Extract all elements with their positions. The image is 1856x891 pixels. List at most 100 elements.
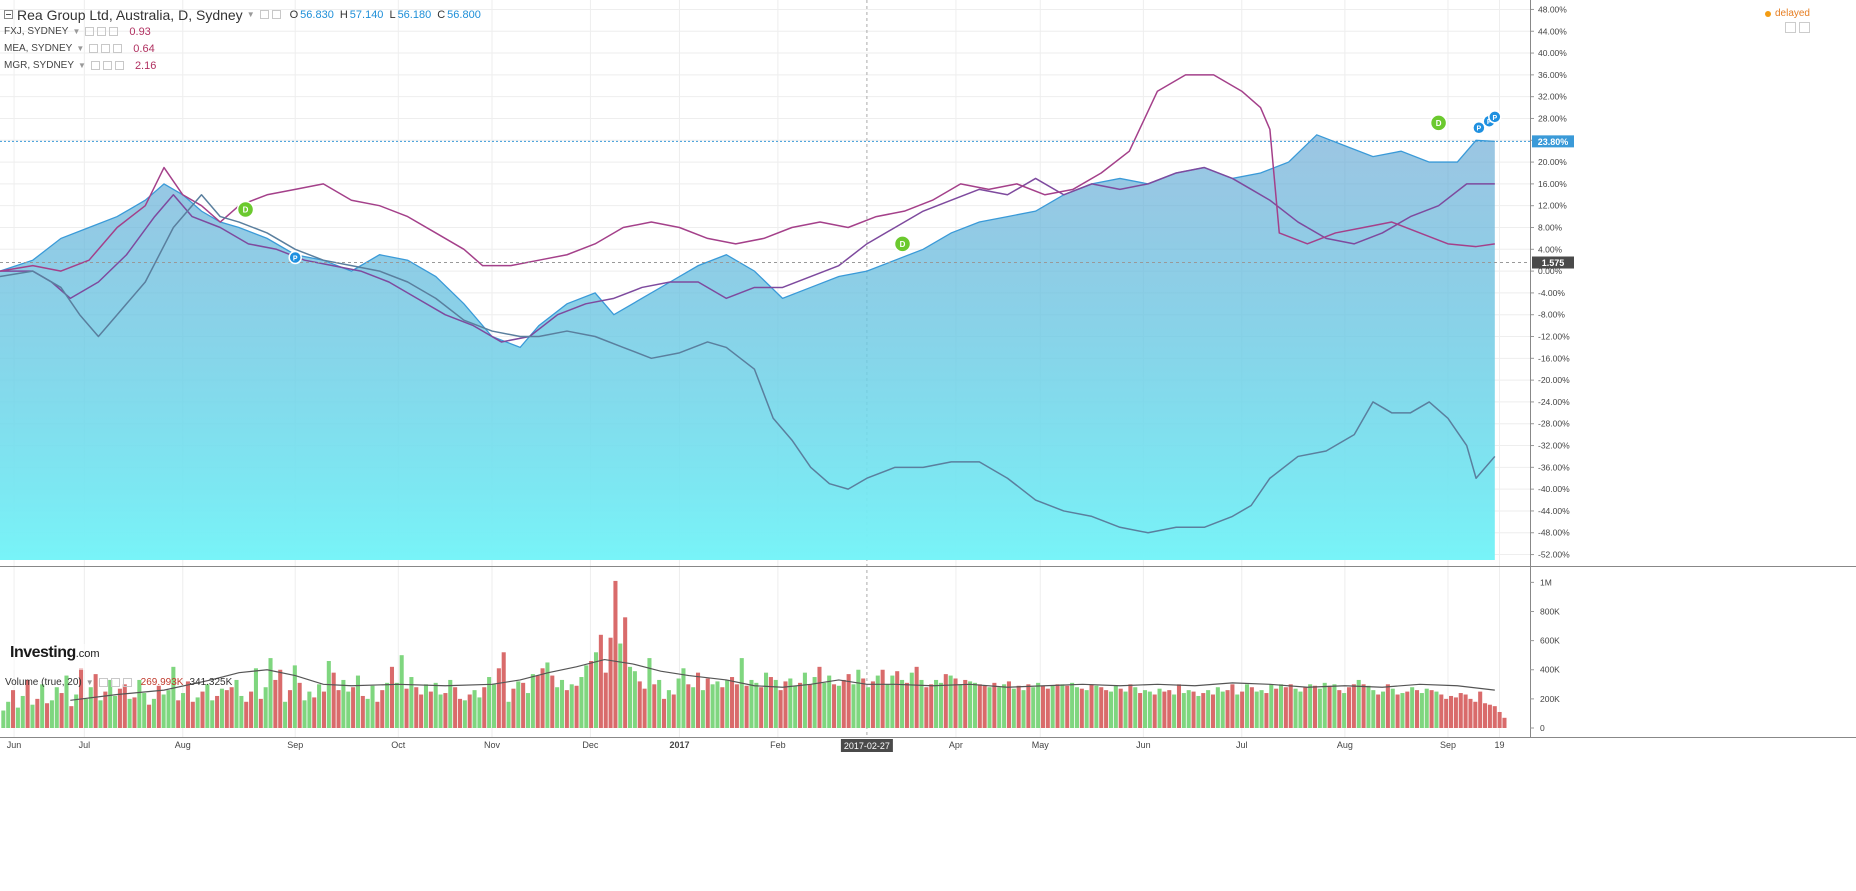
volume-bar <box>45 703 50 728</box>
high-label: H <box>339 8 348 21</box>
volume-bar <box>1225 690 1230 728</box>
y-tick-label: 8.00% <box>1538 222 1563 232</box>
volume-bar <box>1045 688 1050 728</box>
volume-bar <box>1410 687 1415 728</box>
volume-bar <box>1376 694 1381 728</box>
chevron-down-icon[interactable]: ▼ <box>78 61 86 70</box>
volume-bar <box>1463 694 1468 728</box>
marker-label: P <box>293 255 298 262</box>
volume-bar <box>530 674 535 728</box>
volume-bar <box>963 679 968 728</box>
volume-bar <box>93 674 98 728</box>
x-tick-label: 19 <box>1494 740 1504 750</box>
volume-bar <box>676 678 681 728</box>
volume-bar <box>409 677 414 728</box>
volume-bar <box>380 690 385 728</box>
volume-bar <box>1390 688 1395 728</box>
close-icon[interactable] <box>122 678 132 687</box>
chevron-down-icon[interactable]: ▼ <box>72 27 81 36</box>
hide-icon[interactable] <box>89 44 99 53</box>
hide-icon[interactable] <box>90 61 100 70</box>
volume-bar <box>569 684 574 728</box>
volume-bar <box>1011 688 1016 728</box>
dividend-marker[interactable]: D <box>893 235 912 253</box>
volume-bar <box>385 682 390 728</box>
volume-bar <box>1405 691 1410 728</box>
volume-bar <box>880 669 885 728</box>
delayed-status: delayed <box>1764 8 1810 19</box>
volume-bar <box>1074 687 1079 728</box>
settings-icon[interactable] <box>110 678 120 687</box>
profit-marker[interactable]: P <box>288 250 302 265</box>
hide-icon[interactable] <box>85 27 95 36</box>
volume-bar <box>1380 691 1386 728</box>
comparison-name[interactable]: MGR, SYDNEY <box>4 60 75 71</box>
volume-bar <box>1215 687 1220 728</box>
open-label: O <box>289 8 299 21</box>
volume-y-tick-label: 1M <box>1540 577 1552 587</box>
hide-icon[interactable] <box>259 10 269 19</box>
delayed-label: delayed <box>1774 8 1810 19</box>
volume-bar <box>875 675 880 728</box>
crosshair-date-badge <box>840 739 893 752</box>
volume-bar <box>15 707 20 728</box>
volume-bar <box>914 666 919 728</box>
comparison-legend-mgr: MGR, SYDNEY ▼ 2.16 <box>4 57 481 74</box>
volume-bar <box>268 658 273 728</box>
volume-bar <box>895 671 900 728</box>
comparison-name[interactable]: FXJ, SYDNEY <box>4 26 69 37</box>
volume-bar <box>802 672 807 728</box>
settings-icon[interactable] <box>271 10 281 19</box>
profit-marker[interactable]: P <box>1472 120 1486 135</box>
close-icon[interactable] <box>113 44 123 53</box>
settings-icon[interactable] <box>97 27 107 36</box>
volume-bar <box>1065 685 1070 728</box>
volume-bar <box>1395 694 1400 728</box>
volume-bar <box>312 697 317 728</box>
volume-label[interactable]: Volume (true, 20) <box>5 677 82 688</box>
maximize-pane-icon[interactable] <box>1785 22 1796 33</box>
chevron-down-icon[interactable]: ▼ <box>76 44 85 53</box>
close-pane-icon[interactable] <box>1799 22 1810 33</box>
symbol-title[interactable]: Rea Group Ltd, Australia, D, Sydney <box>17 6 243 23</box>
volume-bar <box>74 694 79 728</box>
volume-bar <box>943 674 948 728</box>
volume-bar <box>555 687 560 728</box>
close-icon[interactable] <box>114 61 124 70</box>
volume-bar <box>83 698 88 728</box>
profit-marker[interactable]: P <box>1488 110 1502 124</box>
volume-bar <box>20 695 25 728</box>
volume-bar <box>457 698 463 728</box>
volume-bar <box>1439 694 1444 728</box>
volume-bar <box>535 675 540 728</box>
volume-bar <box>472 690 477 728</box>
y-tick-label: 4.00% <box>1538 244 1563 254</box>
settings-icon[interactable] <box>102 61 112 70</box>
volume-bar <box>462 700 467 728</box>
volume-bar <box>705 678 710 728</box>
close-label: C <box>437 8 446 21</box>
dividend-marker[interactable]: D <box>1429 114 1448 132</box>
volume-bar <box>773 679 778 728</box>
marker-label: D <box>900 240 906 249</box>
investing-logo[interactable]: Investing .com <box>4 644 116 670</box>
volume-bar <box>550 675 555 728</box>
chevron-down-icon[interactable]: ▼ <box>85 678 94 687</box>
volume-bar <box>205 684 210 728</box>
collapse-icon[interactable] <box>4 10 13 19</box>
comparison-name[interactable]: MEA, SYDNEY <box>4 43 73 54</box>
hide-icon[interactable] <box>98 678 108 687</box>
close-icon[interactable] <box>109 27 119 36</box>
mea-line <box>0 74 1495 272</box>
marker-circle <box>893 235 912 253</box>
marker-circle <box>288 250 302 265</box>
volume-bar <box>1502 717 1507 728</box>
volume-bar <box>1167 690 1172 728</box>
volume-bar <box>807 684 812 728</box>
settings-icon[interactable] <box>101 44 111 53</box>
marker-label: P <box>1477 126 1482 133</box>
chevron-down-icon[interactable]: ▼ <box>246 10 255 19</box>
dividend-marker[interactable]: D <box>236 200 255 219</box>
volume-bar <box>642 688 647 728</box>
